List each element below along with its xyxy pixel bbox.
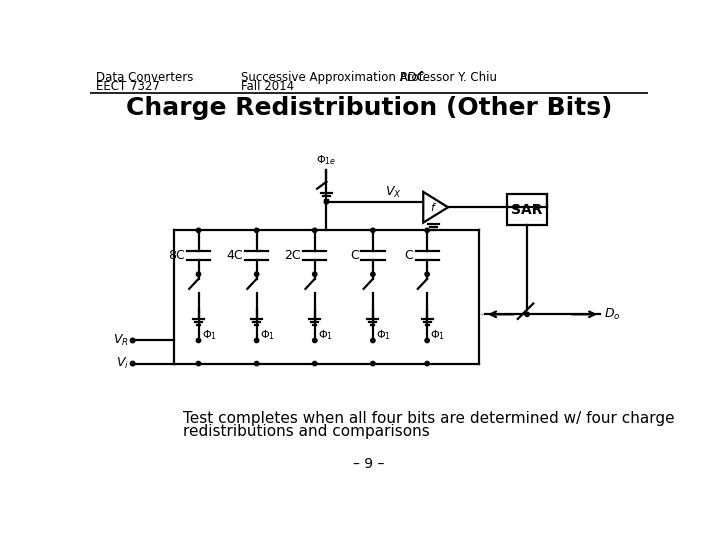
- Text: $\Phi_1$: $\Phi_1$: [376, 328, 391, 342]
- Circle shape: [254, 361, 258, 366]
- Circle shape: [425, 338, 429, 342]
- Circle shape: [371, 228, 375, 233]
- Text: 8C: 8C: [168, 249, 184, 262]
- Text: Test completes when all four bits are determined w/ four charge: Test completes when all four bits are de…: [183, 411, 675, 426]
- Circle shape: [312, 361, 317, 366]
- Text: $\Phi_1$: $\Phi_1$: [260, 328, 275, 342]
- Text: Fall 2014: Fall 2014: [241, 80, 294, 93]
- Text: $\Phi_1$: $\Phi_1$: [202, 328, 217, 342]
- Text: f: f: [431, 203, 435, 213]
- Circle shape: [197, 361, 201, 366]
- Circle shape: [425, 361, 429, 366]
- Circle shape: [371, 338, 375, 342]
- Text: $D_o$: $D_o$: [604, 307, 621, 322]
- Text: – 9 –: – 9 –: [354, 457, 384, 471]
- Text: $V_i$: $V_i$: [116, 356, 129, 371]
- Text: EECT 7327: EECT 7327: [96, 80, 160, 93]
- Text: Charge Redistribution (Other Bits): Charge Redistribution (Other Bits): [126, 96, 612, 119]
- Circle shape: [197, 338, 201, 342]
- Circle shape: [525, 312, 529, 316]
- Circle shape: [254, 338, 258, 342]
- Text: $\Phi_{1e}$: $\Phi_{1e}$: [316, 153, 336, 167]
- Circle shape: [371, 361, 375, 366]
- Text: C: C: [405, 249, 413, 262]
- Circle shape: [324, 200, 328, 204]
- Circle shape: [254, 228, 258, 233]
- Text: SAR: SAR: [511, 202, 543, 217]
- Circle shape: [312, 338, 317, 342]
- Circle shape: [425, 272, 429, 276]
- Text: Successive Approximation ADC: Successive Approximation ADC: [241, 71, 425, 84]
- Text: $V_X$: $V_X$: [385, 185, 402, 200]
- Text: 2C: 2C: [284, 249, 301, 262]
- Text: $\Phi_1$: $\Phi_1$: [431, 328, 446, 342]
- Bar: [507, 194, 547, 225]
- Text: Professor Y. Chiu: Professor Y. Chiu: [400, 71, 497, 84]
- Text: Data Converters: Data Converters: [96, 71, 194, 84]
- Text: redistributions and comparisons: redistributions and comparisons: [183, 423, 430, 438]
- Circle shape: [197, 272, 201, 276]
- Circle shape: [371, 272, 375, 276]
- Text: 4C: 4C: [226, 249, 243, 262]
- Circle shape: [197, 228, 201, 233]
- Circle shape: [425, 228, 429, 233]
- Text: $\Phi_1$: $\Phi_1$: [318, 328, 333, 342]
- Circle shape: [254, 272, 258, 276]
- Circle shape: [312, 228, 317, 233]
- Text: $V_R$: $V_R$: [113, 333, 129, 348]
- Circle shape: [312, 272, 317, 276]
- Text: C: C: [350, 249, 359, 262]
